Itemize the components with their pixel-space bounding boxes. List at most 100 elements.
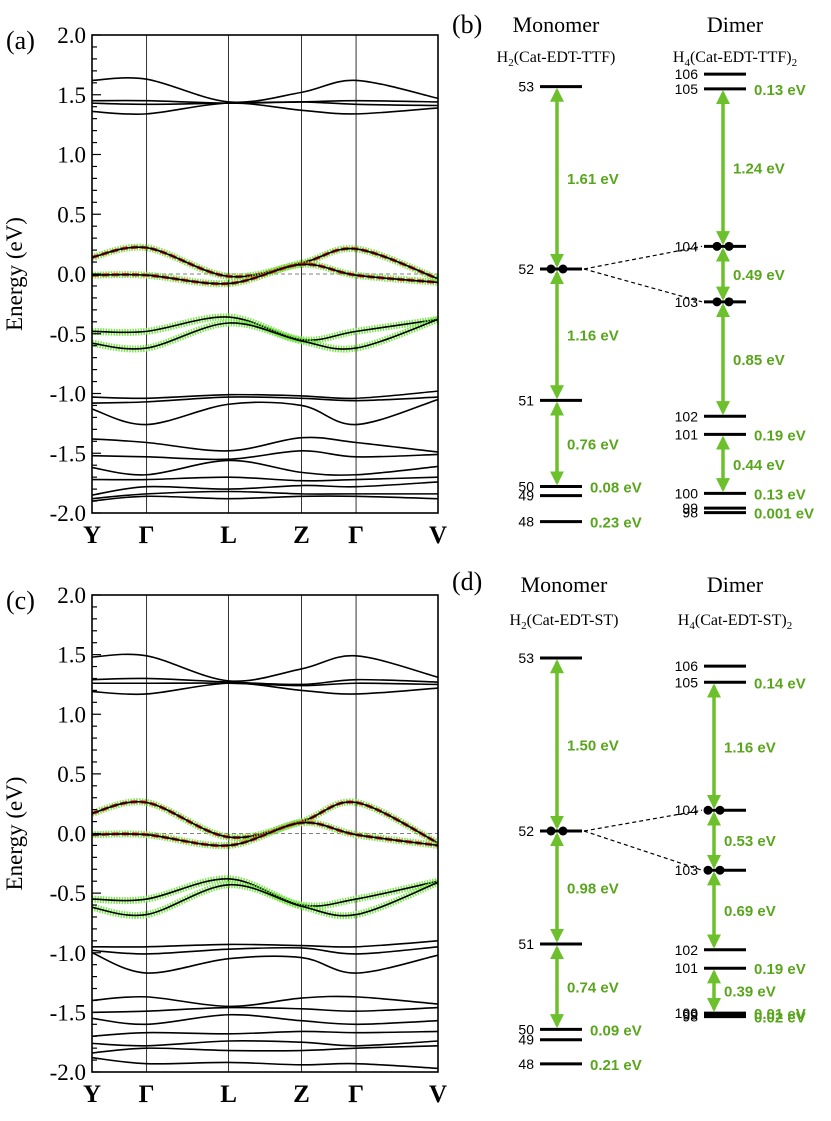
monomer-gap-label: 0.98 eV	[567, 880, 619, 897]
dimer-gap-label: 0.39 eV	[724, 984, 776, 1001]
kpoint-label: V	[429, 522, 447, 549]
dimer-electron	[712, 297, 722, 307]
kpoint-label: L	[220, 1081, 237, 1108]
dimer-formula: H4(Cat-EDT-TTF)2	[673, 49, 797, 69]
band-5	[92, 246, 438, 280]
dimer-splitting-label: 0.13 eV	[754, 82, 806, 99]
monomer-level-label-53: 53	[518, 650, 534, 666]
monomer-level-label-51: 51	[518, 392, 534, 408]
monomer-gap-label: 0.74 eV	[567, 980, 619, 997]
monomer-formula: H2(Cat-EDT-ST)	[510, 612, 619, 632]
band-9	[92, 940, 438, 948]
monomer-electron	[558, 826, 568, 836]
kpoint-label: V	[429, 1081, 447, 1108]
band-8	[92, 881, 438, 917]
panel-label: (d)	[452, 567, 482, 596]
kpoint-label: Γ	[348, 1081, 364, 1108]
band-13	[92, 1006, 438, 1014]
y-tick-label: 0.0	[57, 822, 86, 847]
band-2	[92, 677, 438, 686]
kpoint-label: L	[220, 522, 237, 549]
monomer-splitting-label: 0.23 eV	[590, 515, 642, 532]
dimer-level-label-105: 105	[675, 81, 699, 97]
monomer-gap-label: 1.50 eV	[567, 738, 619, 755]
y-tick-label: -0.5	[50, 881, 86, 906]
dimer-electron	[724, 241, 734, 251]
dimer-level-label-102: 102	[675, 408, 699, 424]
monomer-level-label-52: 52	[518, 261, 534, 277]
panel-label: (a)	[6, 26, 35, 55]
band-10	[92, 396, 438, 404]
dimer-gap-label: 1.24 eV	[733, 161, 785, 178]
dimer-level-label-102: 102	[675, 942, 699, 958]
dimer-splitting-label: 0.01 eV	[754, 1006, 806, 1023]
y-tick-label: -1.5	[50, 441, 86, 466]
monomer-splitting-label: 0.21 eV	[590, 1057, 642, 1074]
fat-band-band-7	[92, 313, 438, 344]
monomer-level-label-50: 50	[518, 1021, 534, 1037]
dimer-electron	[703, 865, 713, 875]
monomer-title: Monomer	[513, 12, 600, 37]
y-tick-label: 0.5	[57, 202, 86, 227]
monomer-title: Monomer	[521, 572, 608, 597]
band-1	[92, 77, 438, 104]
band-3	[92, 682, 438, 687]
dimer-level-label-105: 105	[675, 674, 699, 690]
monomer-splitting-label: 0.08 eV	[590, 480, 642, 497]
band-12	[92, 436, 438, 453]
dimer-level-label-101: 101	[675, 426, 699, 442]
y-tick-label: 1.5	[57, 643, 86, 668]
dimer-level-label-103: 103	[675, 862, 699, 878]
kpoint-label: Z	[293, 522, 310, 549]
band-8	[92, 318, 438, 350]
y-tick-label: -1.5	[50, 1000, 86, 1025]
band-18	[92, 495, 438, 502]
dimer-level-label-98: 98	[682, 1009, 698, 1025]
monomer-level-label-52: 52	[518, 823, 534, 839]
band-structure-panel-c: (c) 2.0 1.5 1.0 0.5 0.0 -0.5 -1.0 -1.5 -2.0 Energy…	[2, 583, 447, 1108]
dimer-level-label-100: 100	[675, 485, 699, 501]
y-axis-label: Energy (eV)	[2, 217, 27, 331]
y-tick-label: 1.0	[57, 143, 86, 168]
dimer-electron	[712, 241, 722, 251]
band-11	[92, 398, 438, 426]
monomer-level-label-48: 48	[518, 1056, 534, 1072]
monomer-electron	[546, 264, 556, 274]
band-12	[92, 995, 438, 1008]
monomer-gap-label: 1.61 eV	[567, 171, 619, 188]
correlation-line-104	[583, 809, 703, 832]
dimer-electron	[715, 805, 725, 815]
band-11	[92, 952, 438, 974]
y-tick-label: 2.0	[57, 23, 86, 48]
band-9	[92, 390, 438, 400]
correlation-line-103	[583, 830, 703, 871]
dimer-electron	[703, 805, 713, 815]
band-17	[92, 1044, 438, 1054]
dimer-splitting-label: 0.001 eV	[754, 506, 814, 523]
dimer-gap-label: 0.85 eV	[733, 352, 785, 369]
band-14	[92, 459, 438, 476]
dimer-gap-label: 0.49 eV	[733, 267, 785, 284]
y-axis-label: Energy (eV)	[2, 777, 27, 891]
dimer-level-label-101: 101	[675, 960, 699, 976]
monomer-level-label-49: 49	[518, 488, 534, 504]
monomer-level-label-53: 53	[518, 79, 534, 95]
band-4	[92, 102, 438, 115]
y-tick-label: 0.0	[57, 262, 86, 287]
dimer-gap-label: 0.53 eV	[724, 833, 776, 850]
kpoint-label: Γ	[348, 522, 364, 549]
dimer-electron	[724, 297, 734, 307]
band-13	[92, 450, 438, 461]
dimer-splitting-label: 0.19 eV	[754, 427, 806, 444]
y-tick-label: 2.0	[57, 583, 86, 608]
dimer-title: Dimer	[707, 12, 764, 37]
y-tick-label: 1.0	[57, 702, 86, 727]
band-6	[92, 821, 438, 847]
dimer-splitting-label: 0.14 eV	[754, 675, 806, 692]
dimer-splitting-label: 0.19 eV	[754, 961, 806, 978]
dimer-level-label-106: 106	[675, 658, 699, 674]
dimer-level-label-106: 106	[675, 66, 699, 82]
